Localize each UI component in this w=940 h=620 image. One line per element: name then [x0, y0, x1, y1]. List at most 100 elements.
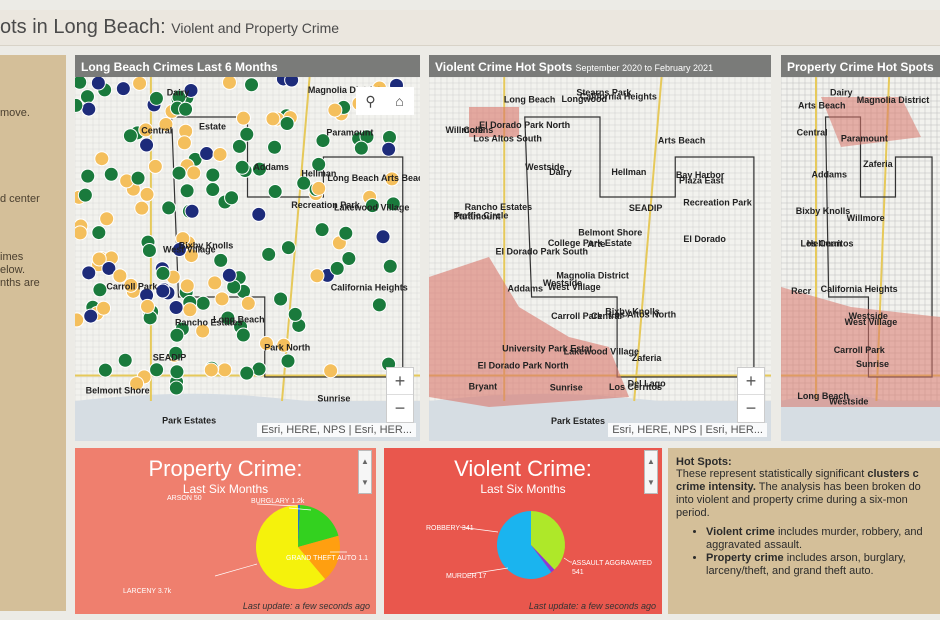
incident-marker	[311, 156, 327, 172]
incident-marker	[214, 291, 230, 307]
map-label: Park North	[264, 342, 310, 352]
incident-marker	[122, 128, 138, 144]
hot-spots-info: Hot Spots: These represent statistically…	[668, 448, 940, 614]
incident-marker	[75, 97, 84, 113]
page-header: ots in Long Beach: Violent and Property …	[0, 10, 940, 46]
scroll-down-icon[interactable]: ▼	[361, 478, 369, 487]
map-label: California Heights	[331, 282, 408, 292]
map-label: Paramount	[841, 133, 888, 143]
pie-slice-robbery	[531, 511, 565, 570]
incident-marker	[94, 151, 110, 167]
map-label: Dairy	[830, 88, 853, 98]
map-label: Dairy	[549, 167, 572, 177]
panel-title: Property Crime Hot Spots	[781, 55, 940, 77]
map-label: Long Beach	[213, 314, 265, 324]
map-label: Belmont Shore	[86, 386, 150, 396]
card-scrollbar[interactable]: ▲ ▼	[644, 450, 658, 494]
incident-marker	[91, 225, 107, 241]
map-label: Bixby Knolls	[796, 206, 851, 216]
incident-marker	[171, 165, 187, 181]
incident-marker	[251, 161, 267, 177]
incident-marker	[287, 306, 303, 322]
incident-marker	[168, 345, 184, 361]
card-scrollbar[interactable]: ▲ ▼	[358, 450, 372, 494]
incident-marker	[115, 81, 131, 97]
map-label: Hellman	[611, 167, 646, 177]
search-icon[interactable]: ⚲	[365, 93, 376, 109]
incident-marker	[139, 137, 155, 153]
incident-marker	[92, 282, 108, 298]
pie-label: BURGLARY 1.2k	[251, 498, 305, 505]
incident-marker	[168, 300, 184, 316]
map-label: Paramount	[326, 128, 373, 138]
map-label: Arts Beach	[658, 135, 706, 145]
sidebar-text: d center	[0, 193, 40, 205]
map-attribution[interactable]: Esri, HERE, NPS | Esri, HER...	[608, 423, 767, 437]
incident-marker	[139, 186, 155, 202]
incident-marker	[195, 323, 211, 339]
property-map[interactable]: Dairy Paramount Addams Bixby Knolls Los Cerr…	[781, 77, 940, 441]
shoreline	[75, 393, 420, 411]
incident-marker	[296, 175, 312, 191]
incident-marker	[90, 77, 106, 91]
map-label: Park Estates	[551, 416, 605, 426]
map-label: Westside	[849, 311, 888, 321]
sidebar-text: elow.	[0, 264, 26, 276]
incident-marker	[147, 158, 163, 174]
violent-pie-chart: ROBBERY 341 MURDER 17 ASSAULT AGGRAVATED 54…	[426, 511, 652, 580]
pie-slice-larceny	[256, 505, 326, 589]
map-label: Los Cerritos	[609, 382, 662, 392]
scroll-down-icon[interactable]: ▼	[647, 478, 655, 487]
incident-marker	[231, 138, 247, 154]
info-text: These represent statistically significan…	[676, 468, 919, 480]
scroll-up-icon[interactable]: ▲	[361, 457, 369, 466]
incident-marker	[148, 90, 164, 106]
pie-leader-line	[459, 526, 499, 533]
zoom-out-button[interactable]: −	[394, 398, 406, 418]
map-attribution[interactable]: Esri, HERE, NPS | Esri, HER...	[257, 423, 416, 437]
highway	[633, 77, 663, 402]
pie-leader-line	[469, 567, 509, 575]
panel-title: Violent Crime Hot Spots September 2020 t…	[429, 55, 771, 77]
violent-map-canvas[interactable]: Longwood Collins Dairy Paramount Arte Addams B…	[429, 77, 771, 441]
home-icon[interactable]: ⌂	[395, 93, 404, 109]
zoom-in-button[interactable]: +	[387, 368, 413, 395]
map-label: Del Lago	[628, 379, 667, 389]
pie-label: ARSON 50	[167, 495, 202, 502]
crimes-map-canvas[interactable]: Dairy Paramount Addams Lakewood Village Bixb…	[75, 77, 420, 441]
incident-marker	[199, 146, 215, 162]
info-text: period.	[676, 507, 710, 519]
map-label: Arte	[587, 239, 605, 249]
incident-marker	[169, 364, 185, 380]
incident-marker	[385, 196, 401, 212]
scroll-up-icon[interactable]: ▲	[647, 457, 655, 466]
incident-marker	[101, 260, 117, 276]
incident-marker	[327, 102, 343, 118]
pie-label: ROBBERY 341	[426, 525, 474, 532]
incident-marker	[239, 126, 255, 142]
incident-marker	[134, 200, 150, 216]
incident-marker	[179, 183, 195, 199]
hotspot-area	[821, 97, 921, 147]
zoom-in-button[interactable]: +	[738, 368, 764, 395]
crimes-map-panel: Long Beach Crimes Last 6 Months Dairy Par…	[75, 55, 420, 441]
map-label: Carroll Park	[106, 282, 158, 292]
hotspot-area	[429, 257, 629, 407]
map-label: Estate	[199, 121, 226, 131]
incident-marker	[381, 141, 397, 157]
map-label: University Park Estat	[502, 344, 592, 354]
incident-marker	[235, 110, 251, 126]
map-label: Central	[591, 311, 622, 321]
pie-leader-line	[214, 563, 258, 577]
incident-marker	[155, 283, 171, 299]
incident-marker	[182, 302, 198, 318]
violent-map[interactable]: Longwood Collins Dairy Paramount Arte Addams B…	[429, 77, 771, 441]
incident-marker	[129, 376, 145, 392]
incident-marker	[80, 168, 96, 184]
crimes-map[interactable]: Dairy Paramount Addams Lakewood Village Bixb…	[75, 77, 420, 441]
incident-marker	[212, 146, 228, 162]
map-label: Los Altos North	[609, 310, 676, 320]
incident-marker	[267, 139, 283, 155]
zoom-out-button[interactable]: −	[745, 398, 757, 418]
property-map-canvas[interactable]: Dairy Paramount Addams Bixby Knolls Los Cerr…	[781, 77, 940, 441]
